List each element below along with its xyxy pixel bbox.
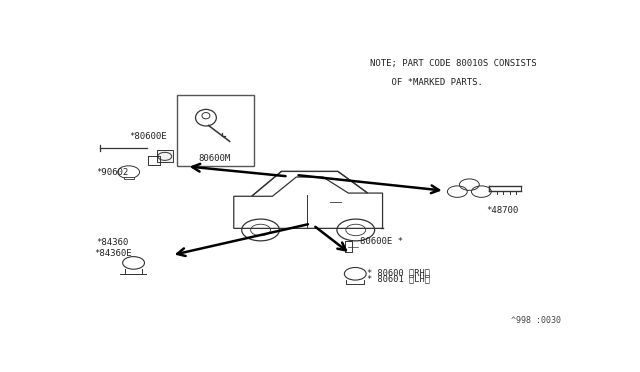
Bar [124,177,134,179]
Text: ^998 :0030: ^998 :0030 [511,316,561,326]
Text: *48700: *48700 [486,206,518,215]
Text: *80600E: *80600E [129,132,167,141]
Text: OF *MARKED PARTS.: OF *MARKED PARTS. [370,78,483,87]
Bar [177,95,253,166]
Text: * 80601 〈LH〉: * 80601 〈LH〉 [367,275,429,283]
Bar [157,150,173,161]
Ellipse shape [202,112,210,119]
Text: NOTE; PART CODE 80010S CONSISTS: NOTE; PART CODE 80010S CONSISTS [370,59,537,68]
Text: *90602: *90602 [96,168,128,177]
Text: * 80600 〈RH〉: * 80600 〈RH〉 [367,268,429,277]
Text: *84360E: *84360E [94,248,131,258]
Text: 80600M: 80600M [199,154,231,163]
Text: *84360: *84360 [96,238,128,247]
Text: 80600E *: 80600E * [360,237,403,246]
